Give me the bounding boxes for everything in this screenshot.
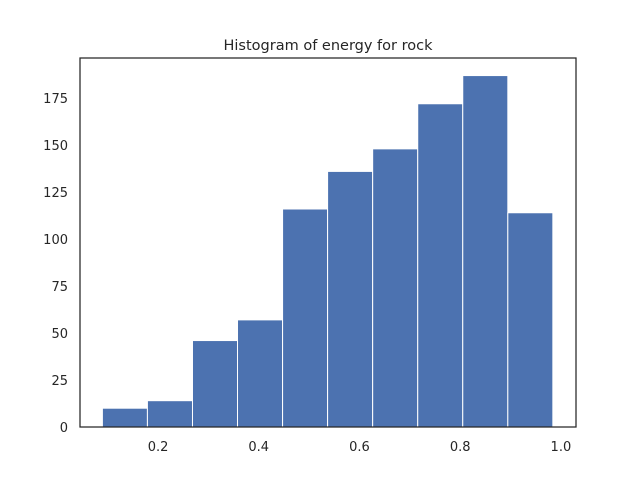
histogram-bar <box>507 212 554 428</box>
y-tick-label: 100 <box>43 233 68 248</box>
x-tick-label: 1.0 <box>551 440 572 455</box>
x-tick-label: 0.6 <box>349 440 370 455</box>
axes-frame <box>79 57 577 428</box>
histogram-bar <box>417 103 464 428</box>
ticks-layer: 0.2 0.4 0.6 0.8 1.0 0 25 50 75 100 125 150 175 <box>43 92 571 455</box>
histogram-bar <box>462 75 509 428</box>
histogram-bar <box>282 208 329 428</box>
y-tick-label: 125 <box>43 186 68 201</box>
bars-layer <box>101 75 554 428</box>
histogram-bar <box>327 170 374 428</box>
y-tick-label: 75 <box>51 280 68 295</box>
y-tick-label: 50 <box>51 327 68 342</box>
chart-title: Histogram of energy for rock <box>224 38 434 54</box>
x-tick-label: 0.4 <box>248 440 269 455</box>
y-tick-label: 175 <box>43 92 68 107</box>
y-tick-label: 0 <box>60 421 68 436</box>
x-tick-label: 0.8 <box>450 440 471 455</box>
y-tick-label: 25 <box>51 374 68 389</box>
y-tick-label: 150 <box>43 139 68 154</box>
histogram-bar <box>237 319 284 428</box>
histogram-bar <box>146 400 193 428</box>
x-tick-label: 0.2 <box>148 440 169 455</box>
histogram-bar <box>191 340 239 428</box>
histogram-bar <box>101 407 148 428</box>
histogram-bar <box>372 148 419 428</box>
